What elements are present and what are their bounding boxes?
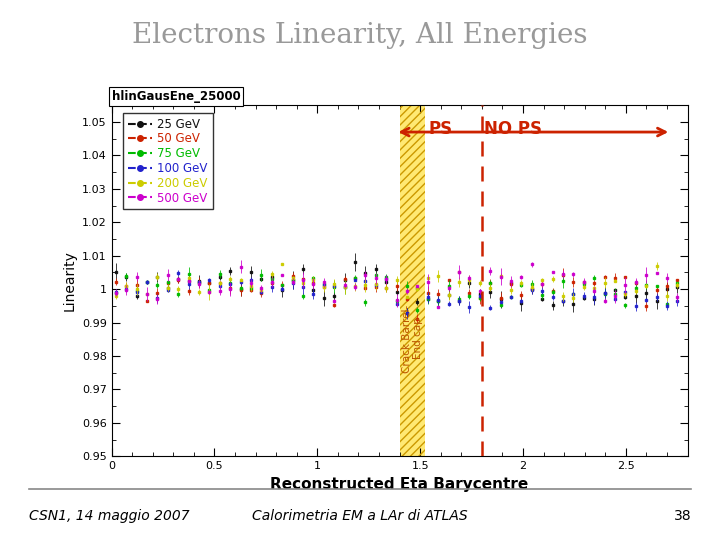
Text: Electrons Linearity, All Energies: Electrons Linearity, All Energies <box>132 22 588 49</box>
Text: NO PS: NO PS <box>484 120 541 138</box>
X-axis label: Reconstructed Eta Barycentre: Reconstructed Eta Barycentre <box>271 477 528 492</box>
Text: CSN1, 14 maggio 2007: CSN1, 14 maggio 2007 <box>29 509 189 523</box>
Text: Calorimetria EM a LAr di ATLAS: Calorimetria EM a LAr di ATLAS <box>252 509 468 523</box>
Bar <box>400 105 426 456</box>
Y-axis label: Linearity: Linearity <box>63 251 76 311</box>
Text: 38: 38 <box>674 509 691 523</box>
Bar <box>400 105 426 456</box>
Text: Crack Barrel-
End cap: Crack Barrel- End cap <box>402 305 423 373</box>
Text: hlinGausEne_25000: hlinGausEne_25000 <box>112 90 240 103</box>
Text: PS: PS <box>428 120 453 138</box>
Legend: 25 GeV, 50 GeV, 75 GeV, 100 GeV, 200 GeV, 500 GeV: 25 GeV, 50 GeV, 75 GeV, 100 GeV, 200 GeV… <box>123 113 212 210</box>
